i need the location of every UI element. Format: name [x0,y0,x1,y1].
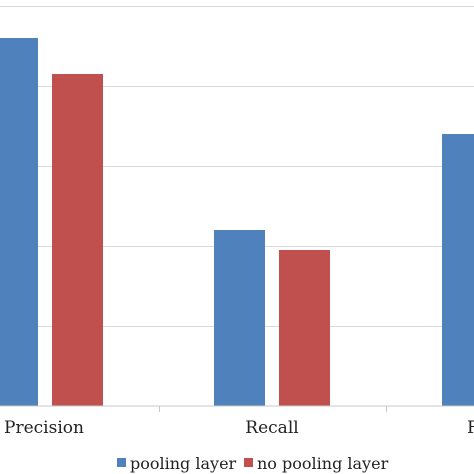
bars [0,38,474,406]
x-axis-labels: Precision Recall F [4,418,474,438]
bar-no-pooling-layer-recall [279,250,330,406]
bar-pooling-layer-f [442,134,474,406]
x-axis-ticks [159,406,387,412]
bar-pooling-layer-recall [214,230,265,406]
legend: pooling layer no pooling layer [117,454,389,473]
legend-swatch-no-pooling-layer [244,458,253,467]
legend-label-pooling-layer: pooling layer [130,454,237,473]
x-tick-label-f: F [467,418,474,438]
bar-pooling-layer-precision [0,38,38,406]
bar-no-pooling-layer-precision [52,74,103,406]
legend-label-no-pooling-layer: no pooling layer [257,454,389,473]
x-tick-label-recall: Recall [245,418,298,438]
legend-swatch-pooling-layer [117,458,126,467]
x-tick-label-precision: Precision [4,418,84,438]
